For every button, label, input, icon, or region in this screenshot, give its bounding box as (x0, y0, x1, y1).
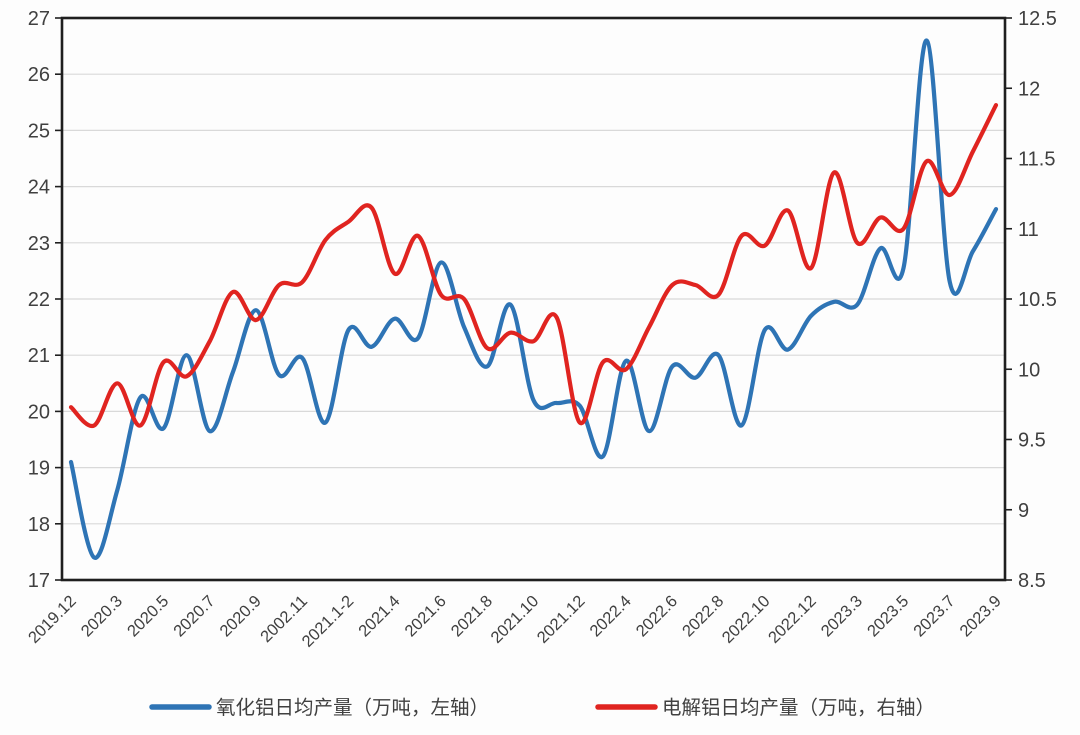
right-axis-label: 8.5 (1018, 570, 1046, 592)
x-axis-label: 2023.7 (910, 592, 958, 640)
x-axis-label: 2023.9 (956, 592, 1004, 640)
x-axis-label: 2021.6 (401, 592, 449, 640)
right-axis-label: 10 (1018, 359, 1040, 381)
x-axis-label: 2020.7 (170, 592, 218, 640)
left-axis-label: 20 (28, 401, 50, 423)
x-axis-label: 2022.6 (633, 592, 681, 640)
x-axis-label: 2021.4 (355, 592, 403, 640)
left-axis-label: 26 (28, 64, 50, 86)
x-axis-label: 2021.12 (534, 592, 589, 647)
right-axis-label: 10.5 (1018, 289, 1057, 311)
left-axis-label: 22 (28, 289, 50, 311)
left-axis-label: 24 (28, 177, 50, 199)
left-axis-label: 25 (28, 120, 50, 142)
right-axis-label: 12 (1018, 78, 1040, 100)
left-axis-label: 23 (28, 233, 50, 255)
series-line-aluminum (68, 103, 999, 429)
x-axis-label: 2022.10 (719, 592, 774, 647)
right-axis-label: 11.5 (1018, 149, 1055, 171)
legend-label: 氧化铝日均产量（万吨，左轴） (216, 697, 489, 719)
right-axis-label: 9 (1018, 500, 1029, 522)
series-line-alumina (68, 38, 999, 560)
x-axis-label: 2022.4 (586, 592, 634, 640)
right-axis-label: 12.5 (1018, 8, 1057, 30)
left-axis-label: 21 (28, 345, 50, 367)
x-axis-label: 2020.3 (78, 592, 126, 640)
x-axis-label: 2021.1-2 (299, 592, 358, 651)
x-axis-label: 2021.10 (487, 592, 542, 647)
right-axis-label: 11 (1018, 219, 1039, 241)
x-axis-label: 2020.5 (124, 592, 172, 640)
left-axis-label: 18 (28, 514, 50, 536)
x-axis-label: 2023.3 (818, 592, 866, 640)
x-axis-label: 2023.5 (864, 592, 912, 640)
x-axis-label: 2019.12 (25, 592, 80, 647)
legend-label: 电解铝日均产量（万吨，右轴） (662, 697, 935, 719)
right-axis-label: 9.5 (1018, 430, 1046, 452)
left-axis-label: 17 (28, 570, 50, 592)
left-axis-label: 27 (28, 8, 50, 30)
left-axis-label: 19 (28, 458, 50, 480)
x-axis-label: 2022.12 (765, 592, 820, 647)
